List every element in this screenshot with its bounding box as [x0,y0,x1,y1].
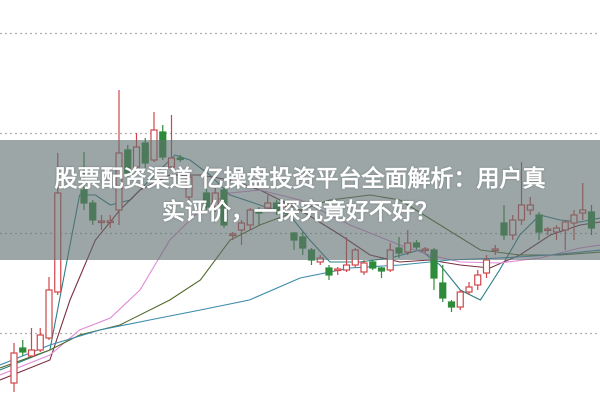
candle-body [474,274,482,286]
article-title: 股票配资渠道 亿操盘投资平台全面解析：用户真 实评价，一探究竟好不好？ [0,163,600,229]
candle-body [482,259,491,274]
candle-body [325,267,333,276]
candle-body [334,268,342,272]
candle-body [456,291,464,308]
candle [447,300,456,312]
candle [465,282,473,295]
candle [45,277,53,340]
candle-body [36,334,44,351]
candle [325,265,333,280]
candle-body [342,264,351,271]
candle-body [369,261,377,269]
candle [456,290,464,310]
candle-body [447,301,456,308]
title-line-1: 股票配资渠道 亿操盘投资平台全面解析：用户真 [54,166,546,192]
candle [360,260,368,275]
candle-body [360,262,368,273]
candle [474,270,482,290]
moving-average-line [0,249,600,366]
candle [19,340,27,356]
candle [439,265,447,302]
title-overlay-band [0,140,600,260]
candle [334,267,342,275]
candle [36,328,44,352]
candle [377,267,386,278]
title-line-2: 实评价，一探究竟好不好？ [162,199,438,225]
candle [369,260,377,270]
candle-body [27,349,36,357]
candle-body [19,347,27,353]
candle-body [439,282,447,299]
candle-body [465,286,473,293]
candle [27,328,36,358]
candle-body [45,289,53,339]
candle-body [377,267,386,272]
candle-body [10,352,18,384]
candle [10,343,18,392]
